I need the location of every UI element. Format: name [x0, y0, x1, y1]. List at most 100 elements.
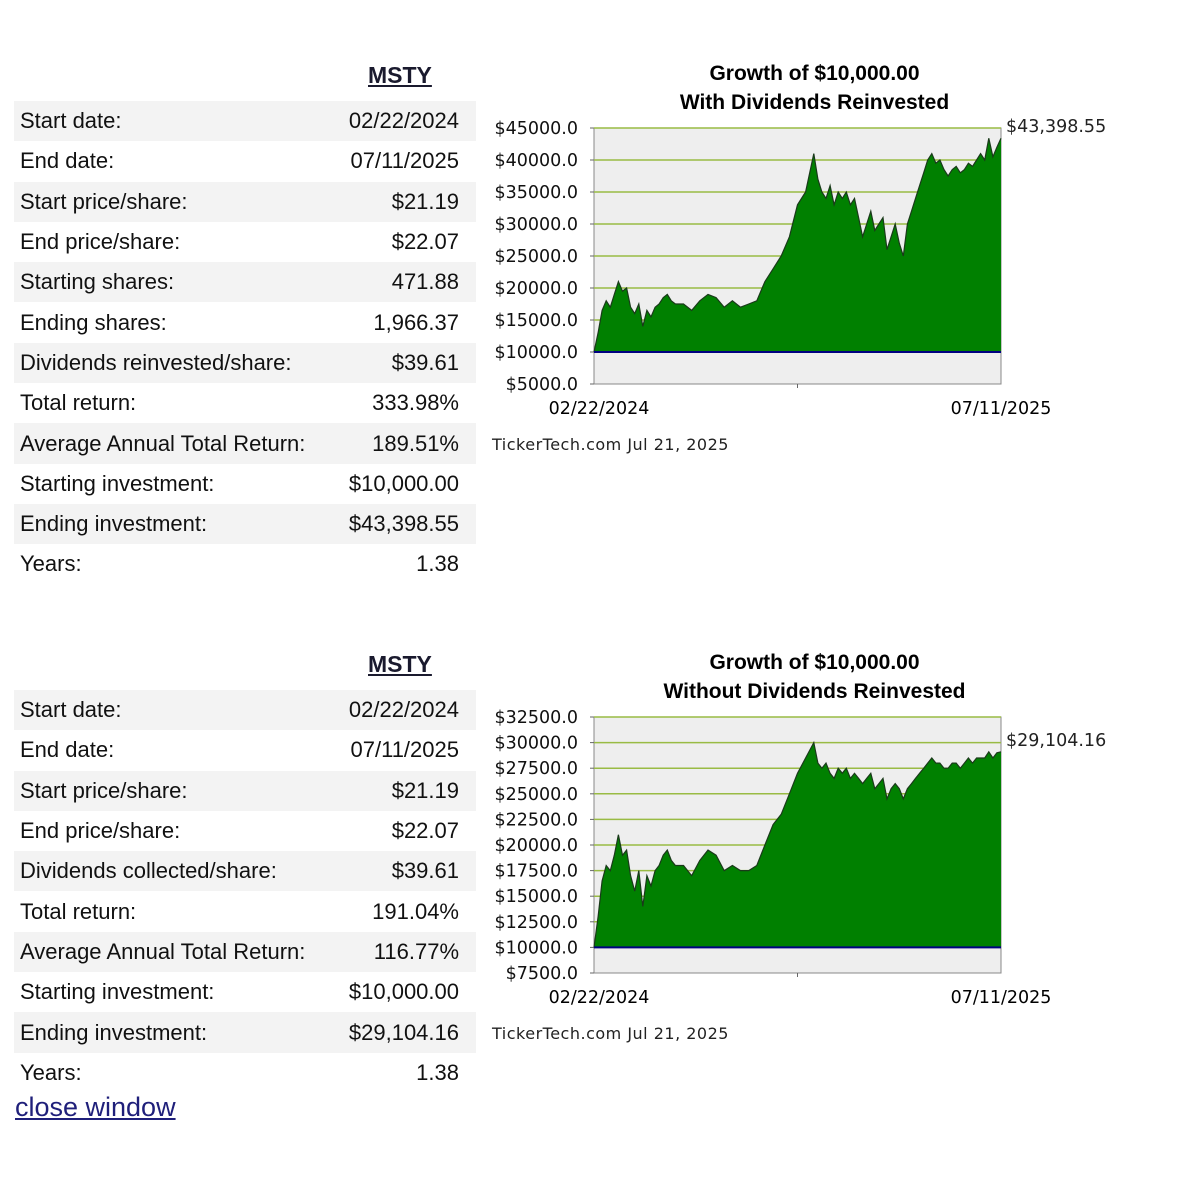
- stats-label: Ending investment:: [20, 511, 208, 537]
- end-value-label: $29,104.16: [1006, 731, 1106, 751]
- y-tick-label: $45000.0: [494, 119, 578, 139]
- stats-row: Total return: 191.04%: [14, 891, 476, 931]
- stats-row: Average Annual Total Return: 116.77%: [14, 931, 476, 973]
- close-window-link[interactable]: close window: [15, 1092, 176, 1122]
- stats-label: End price/share:: [20, 229, 181, 255]
- stats-row: Average Annual Total Return: 189.51%: [14, 423, 476, 464]
- stats-label: Dividends reinvested/share:: [20, 349, 292, 375]
- stats-value: $43,398.55: [348, 511, 459, 537]
- area-fill: [594, 742, 1001, 948]
- chart-svg: Growth of $10,000.00 Without Dividends Re…: [491, 651, 1106, 1043]
- stats-value: 189.51%: [372, 430, 459, 456]
- y-tick-label: $15000.0: [494, 887, 578, 907]
- stats-row: Start price/share: $21.19: [14, 770, 476, 811]
- y-tick-label: $15000.0: [494, 311, 578, 331]
- stats-value: $10,000.00: [348, 470, 459, 496]
- end-value-label: $43,398.55: [1006, 117, 1106, 137]
- x-tick-label: 02/22/2024: [549, 399, 650, 419]
- y-tick-label: $25000.0: [494, 247, 578, 267]
- source-credit: TickerTech.com Jul 21, 2025: [491, 435, 729, 454]
- stats-value: $22.07: [391, 818, 459, 844]
- series-line: [593, 740, 1002, 948]
- stats-value: 07/11/2025: [350, 148, 459, 174]
- stats-row: Starting investment: $10,000.00: [14, 464, 476, 504]
- stats-label: Starting investment:: [20, 979, 215, 1005]
- stats-label: Start date:: [20, 697, 122, 723]
- stats-value: 07/11/2025: [350, 737, 459, 763]
- stats-label: Start price/share:: [20, 777, 188, 803]
- stats-value: 191.04%: [372, 898, 459, 924]
- stats-row: Years: 1.38: [14, 1053, 476, 1093]
- stats-value: 02/22/2024: [348, 108, 459, 134]
- y-tick-label: $27500.0: [494, 759, 578, 779]
- stats-label: Total return:: [20, 390, 137, 416]
- stats-label: Starting shares:: [20, 269, 175, 295]
- x-tick-label: 07/11/2025: [951, 399, 1052, 419]
- chart-title: Growth of $10,000.00: [709, 62, 919, 85]
- stats-row: Start date: 02/22/2024: [14, 690, 476, 731]
- stats-label: Ending investment:: [20, 1019, 208, 1045]
- y-tick-label: $20000.0: [494, 836, 578, 856]
- stats-label: End date:: [20, 737, 115, 763]
- stats-value: $10,000.00: [348, 979, 459, 1005]
- stats-row: Starting investment: $10,000.00: [14, 972, 476, 1012]
- stats-row: End date: 07/11/2025: [14, 730, 476, 770]
- stats-row: Start price/share: $21.19: [14, 181, 476, 222]
- stats-value: 471.88: [391, 269, 459, 295]
- stats-label: Start price/share:: [20, 188, 188, 214]
- stats-value: $39.61: [391, 858, 459, 884]
- chart-subtitle: Without Dividends Reinvested: [663, 680, 965, 703]
- stats-value: 333.98%: [372, 390, 459, 416]
- stats-row: Years: 1.38: [14, 544, 476, 584]
- y-tick-label: $5000.0: [506, 375, 578, 395]
- stats-row: Start date: 02/22/2024: [14, 101, 476, 142]
- stats-label: Years:: [20, 551, 82, 577]
- stats-row: Dividends collected/share: $39.61: [14, 851, 476, 892]
- y-tick-label: $10000.0: [494, 938, 578, 958]
- series-line: [593, 137, 1002, 353]
- stats-value: $29,104.16: [348, 1019, 459, 1045]
- stats-label: Average Annual Total Return:: [20, 938, 306, 964]
- stats-label: End price/share:: [20, 818, 181, 844]
- growth-chart-without-dividends: Growth of $10,000.00 Without Dividends Re…: [486, 647, 1136, 1057]
- stats-row: End price/share: $22.07: [14, 222, 476, 262]
- stats-row: End price/share: $22.07: [14, 811, 476, 851]
- stats-value: 1.38: [416, 1059, 459, 1085]
- y-tick-label: $17500.0: [494, 862, 578, 882]
- stats-label: Average Annual Total Return:: [20, 430, 306, 456]
- stats-label: Ending shares:: [20, 309, 167, 335]
- stats-row: Dividends reinvested/share: $39.61: [14, 342, 476, 384]
- stats-label: Years:: [20, 1059, 82, 1085]
- stats-table: Start date: 02/22/2024 End date: 07/11/2025…: [14, 690, 476, 1093]
- y-tick-label: $7500.0: [506, 964, 578, 984]
- stats-value: $22.07: [391, 229, 459, 255]
- stats-value: $21.19: [391, 777, 459, 803]
- stats-row: Starting shares: 471.88: [14, 262, 476, 303]
- stats-value: $39.61: [391, 349, 459, 375]
- source-credit: TickerTech.com Jul 21, 2025: [491, 1024, 729, 1043]
- stats-row: Ending investment: $29,104.16: [14, 1012, 476, 1053]
- y-tick-label: $20000.0: [494, 279, 578, 299]
- y-tick-label: $30000.0: [494, 215, 578, 235]
- x-tick-label: 02/22/2024: [549, 988, 650, 1008]
- stats-label: Dividends collected/share:: [20, 858, 277, 884]
- stats-label: End date:: [20, 148, 115, 174]
- stats-label: Total return:: [20, 898, 137, 924]
- stats-label: Start date:: [20, 108, 122, 134]
- stats-row: Total return: 333.98%: [14, 383, 476, 423]
- stats-table: Start date: 02/22/2024 End date: 07/11/2025…: [14, 101, 476, 585]
- stats-row: Ending investment: $43,398.55: [14, 503, 476, 545]
- ticker-symbol: MSTY: [368, 62, 432, 88]
- stats-value: $21.19: [391, 188, 459, 214]
- y-tick-label: $22500.0: [494, 810, 578, 830]
- chart-subtitle: With Dividends Reinvested: [680, 91, 949, 114]
- stats-value: 1,966.37: [373, 309, 459, 335]
- stats-label: Starting investment:: [20, 470, 215, 496]
- area-fill: [594, 138, 1001, 352]
- stats-value: 1.38: [416, 551, 459, 577]
- y-tick-label: $40000.0: [494, 151, 578, 171]
- stats-value: 02/22/2024: [348, 697, 459, 723]
- y-tick-label: $30000.0: [494, 734, 578, 754]
- y-tick-label: $25000.0: [494, 785, 578, 805]
- ticker-symbol: MSTY: [368, 651, 432, 677]
